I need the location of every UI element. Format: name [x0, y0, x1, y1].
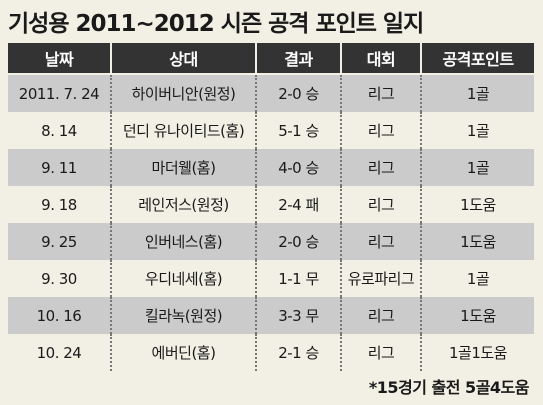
table-cell: 9. 25 — [41, 232, 77, 251]
table-cell: 2-0 승 — [255, 223, 340, 260]
table: 날짜 상대 결과 대회 공격포인트 2011. 7. 24 하이버니안(원정) 2-0 승 리그… — [8, 43, 534, 371]
table-cell: 인버네스(홈) — [110, 223, 255, 260]
table-cell: 던디 유나이티드(홈) — [110, 112, 255, 149]
table-cell: 리그 — [340, 186, 420, 223]
table-cell: 9. 18 — [41, 195, 77, 214]
header-cell: 날짜 — [44, 50, 74, 69]
table-cell: 8. 14 — [41, 121, 77, 140]
table-cell: 우디네세(홈) — [110, 260, 255, 297]
table-cell: 2-0 승 — [255, 75, 340, 112]
header-row: 날짜 상대 결과 대회 공격포인트 — [8, 43, 534, 73]
table-cell: 2-4 패 — [255, 186, 340, 223]
table-cell: 2-1 승 — [255, 334, 340, 371]
table-cell: 4-0 승 — [255, 149, 340, 186]
header-cell: 상대 — [110, 43, 255, 73]
table-cell: 1도움 — [420, 186, 534, 223]
table-row: 2011. 7. 24 하이버니안(원정) 2-0 승 리그 1골 — [8, 75, 534, 112]
table-row: 9. 25 인버네스(홈) 2-0 승 리그 1도움 — [8, 223, 534, 260]
footnote: *15경기 출전 5골4도움 — [368, 378, 530, 397]
table-cell: 리그 — [340, 297, 420, 334]
table-cell: 에버딘(홈) — [110, 334, 255, 371]
table-cell: 9. 30 — [41, 269, 77, 288]
table-cell: 리그 — [340, 334, 420, 371]
table-cell: 1골1도움 — [420, 334, 534, 371]
table-cell: 1도움 — [420, 223, 534, 260]
table-row: 10. 16 킬라녹(원정) 3-3 무 리그 1도움 — [8, 297, 534, 334]
table-row: 10. 24 에버딘(홈) 2-1 승 리그 1골1도움 — [8, 334, 534, 371]
header-cell: 공격포인트 — [420, 43, 534, 73]
table-cell: 10. 24 — [36, 343, 82, 362]
table-cell: 1골 — [420, 75, 534, 112]
table-cell: 10. 16 — [36, 306, 82, 325]
table-cell: 1도움 — [420, 297, 534, 334]
table-cell: 마더웰(홈) — [110, 149, 255, 186]
table-cell: 킬라녹(원정) — [110, 297, 255, 334]
table-cell: 2011. 7. 24 — [18, 84, 100, 103]
table-cell: 9. 11 — [41, 158, 77, 177]
table-row: 9. 11 마더웰(홈) 4-0 승 리그 1골 — [8, 149, 534, 186]
table-cell: 하이버니안(원정) — [110, 75, 255, 112]
table-cell: 1골 — [420, 149, 534, 186]
table-cell: 1골 — [420, 260, 534, 297]
table-cell: 3-3 무 — [255, 297, 340, 334]
table-cell: 레인저스(원정) — [110, 186, 255, 223]
table-cell: 유로파리그 — [340, 260, 420, 297]
table-row: 8. 14 던디 유나이티드(홈) 5-1 승 리그 1골 — [8, 112, 534, 149]
table-cell: 리그 — [340, 149, 420, 186]
table-cell: 리그 — [340, 223, 420, 260]
table-row: 9. 30 우디네세(홈) 1-1 무 유로파리그 1골 — [8, 260, 534, 297]
table-cell: 리그 — [340, 112, 420, 149]
header-cell: 결과 — [255, 43, 340, 73]
table-cell: 1골 — [420, 112, 534, 149]
table-row: 9. 18 레인저스(원정) 2-4 패 리그 1도움 — [8, 186, 534, 223]
table-cell: 리그 — [340, 75, 420, 112]
table-cell: 1-1 무 — [255, 260, 340, 297]
title: 기성용 2011~2012 시즌 공격 포인트 일지 — [8, 11, 424, 37]
table-cell: 5-1 승 — [255, 112, 340, 149]
header-cell: 대회 — [340, 43, 420, 73]
